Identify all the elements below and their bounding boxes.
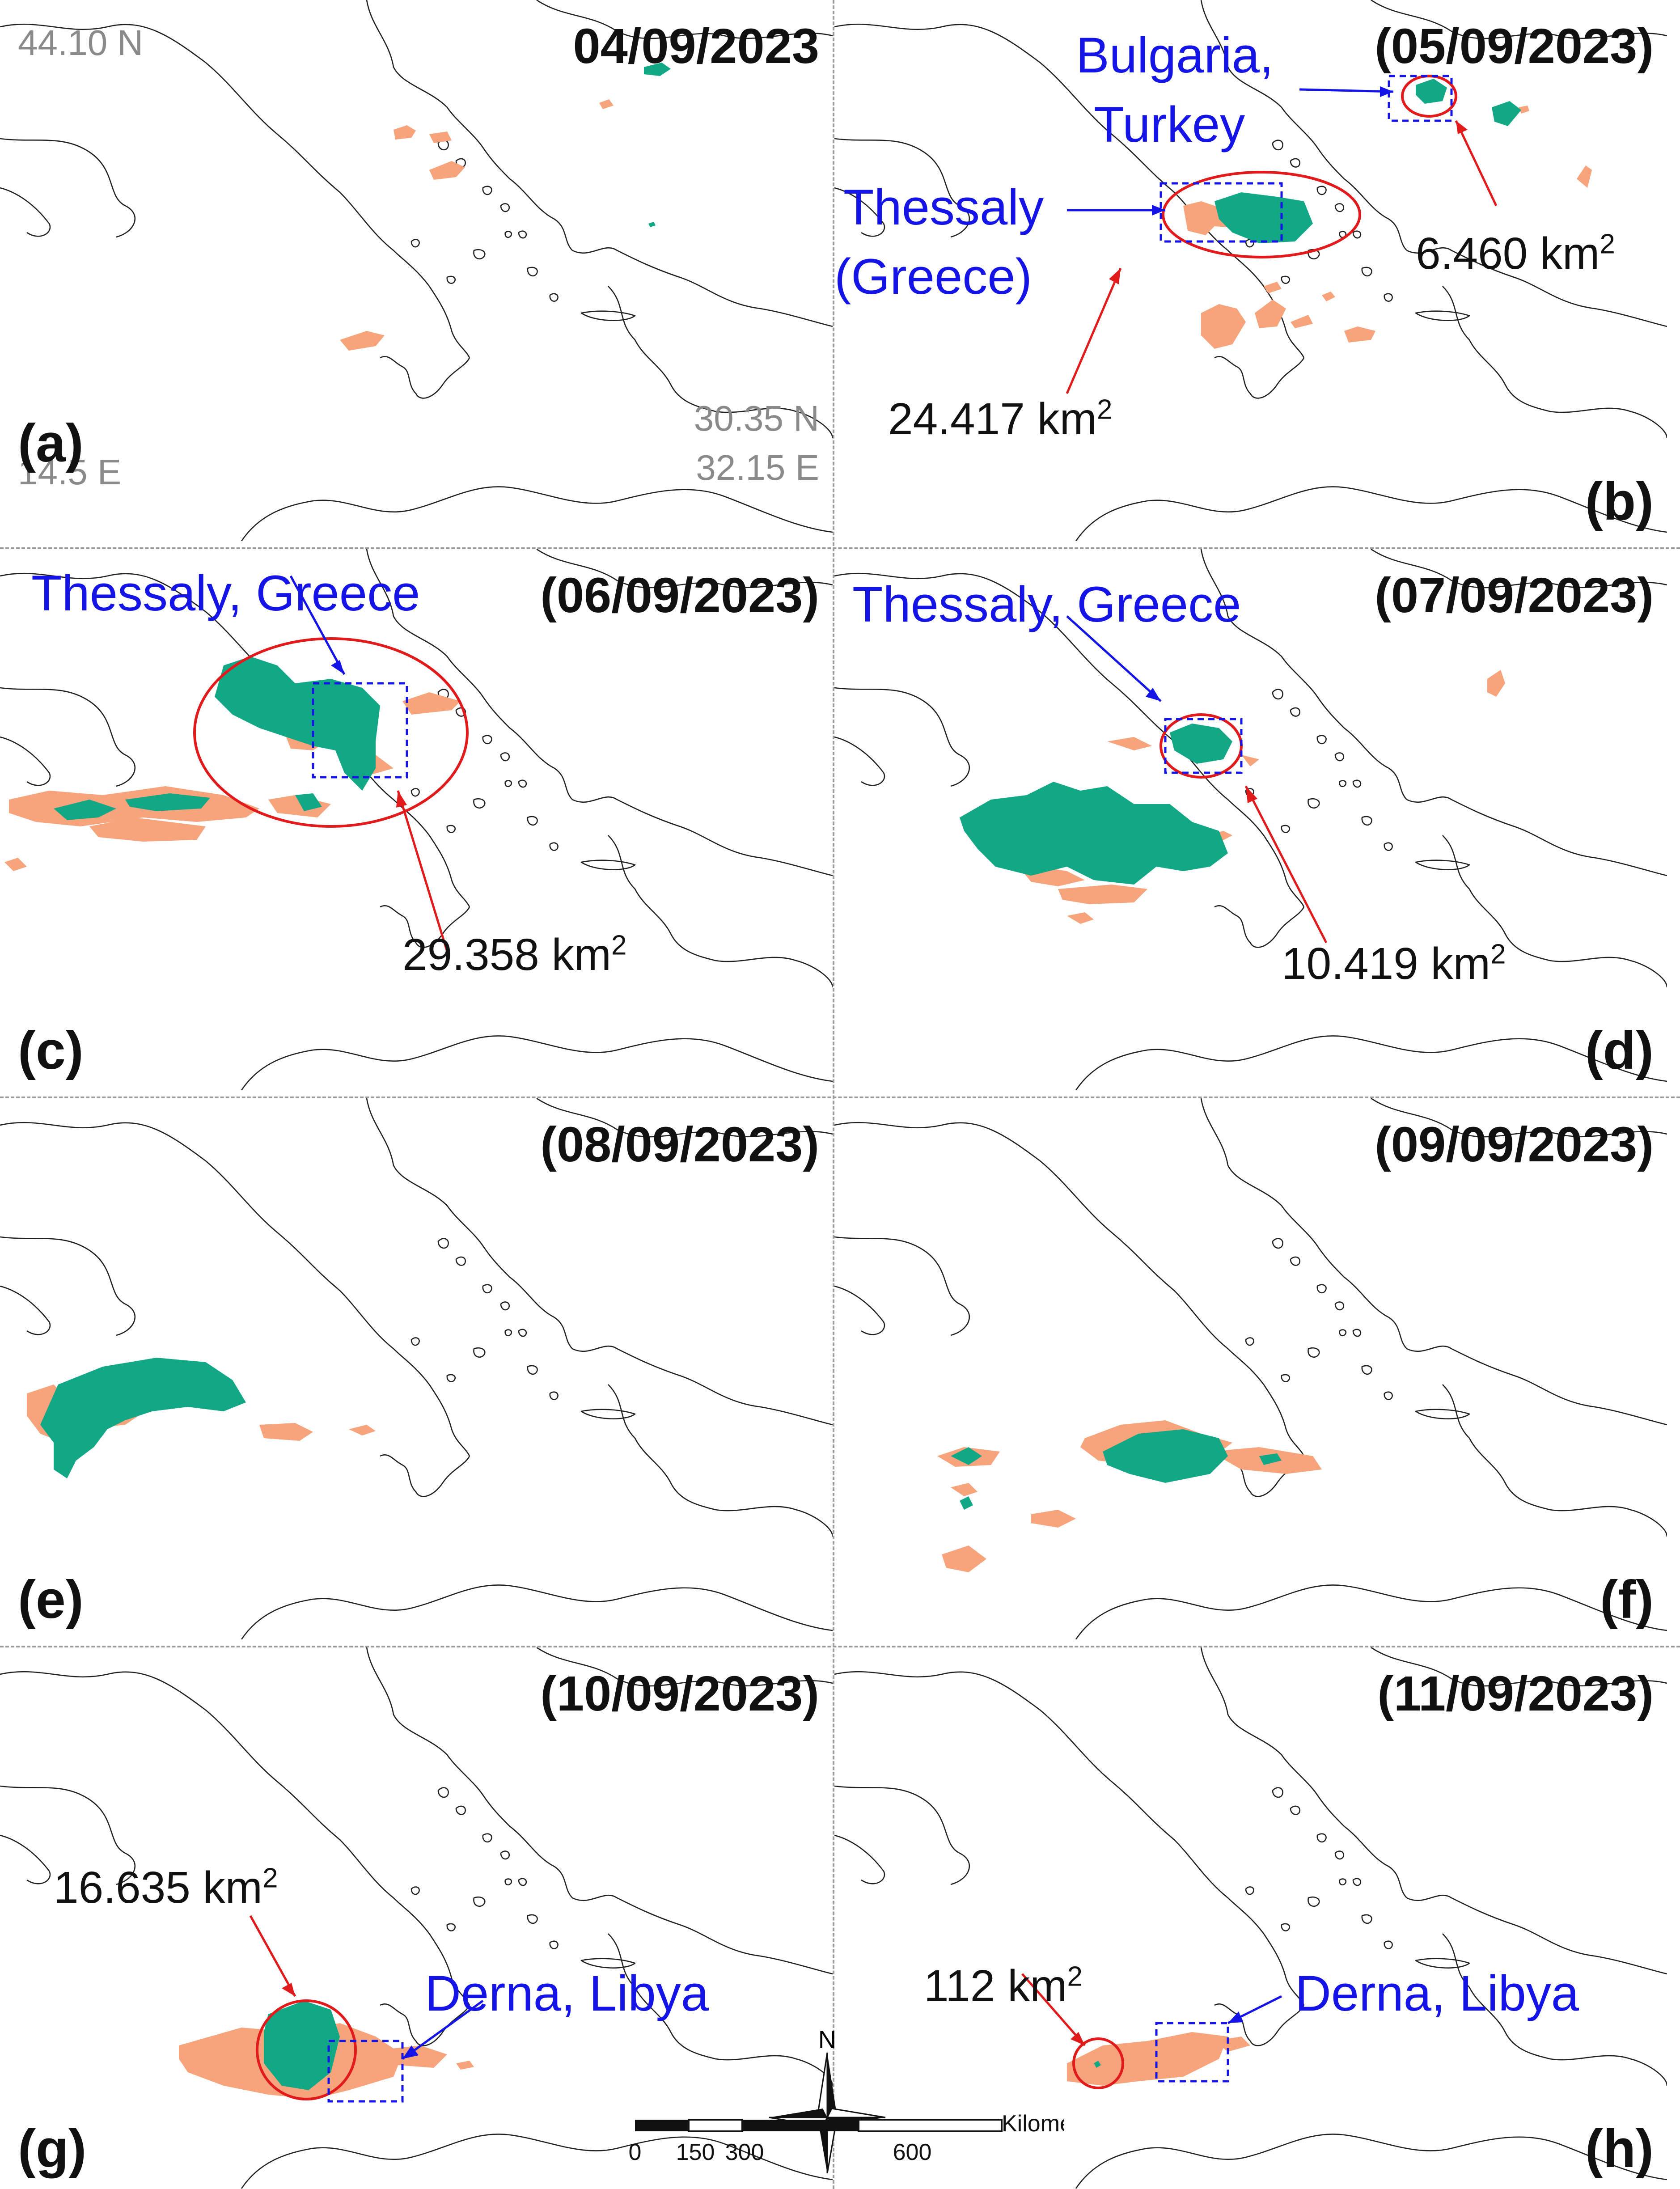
map-a (0, 0, 833, 541)
place-bulgaria: Bulgaria, (1076, 27, 1274, 83)
map-h (834, 1647, 1667, 2189)
place-derna-libya: Derna, Libya (1295, 1965, 1579, 2021)
place-derna-libya: Derna, Libya (425, 1965, 709, 2021)
place-thessaly-greece: Thessaly, Greece (852, 576, 1241, 632)
place-turkey: Turkey (1094, 97, 1245, 152)
panel-date: (11/09/2023) (1377, 1666, 1654, 1721)
scale-tick: 300 (725, 2139, 764, 2165)
map-panel-e: (08/09/2023) (e) (0, 1098, 833, 1639)
area-thessaly: 24.417 km2 (888, 394, 1113, 444)
map-g (0, 1647, 833, 2189)
callouts (193, 575, 469, 952)
panel-label: (c) (18, 1020, 84, 1080)
panel-label: (h) (1585, 2119, 1654, 2179)
flood-areas (644, 63, 671, 227)
callouts (1066, 615, 1328, 944)
flood-areas (1094, 2061, 1101, 2068)
area-derna: 112 km2 (924, 1961, 1083, 2011)
panel-divider-horizontal (0, 547, 1680, 549)
map-panel-b: (05/09/2023) Bulgaria, Turkey Thessaly (… (834, 0, 1667, 541)
map-e (0, 1098, 833, 1639)
place-thessaly-greece: Thessaly, Greece (31, 565, 420, 621)
scale-tick: 150 (676, 2139, 715, 2165)
area-bulgaria-turkey: 6.460 km2 (1416, 229, 1615, 279)
map-f (834, 1098, 1667, 1639)
panel-date: 04/09/2023 (573, 19, 819, 74)
panel-date: (08/09/2023) (540, 1117, 819, 1172)
panel-divider-vertical (833, 0, 834, 2189)
place-greece: (Greece) (834, 249, 1032, 305)
map-panel-g: (10/09/2023) Derna, Libya 16.635 km2 (g) (0, 1647, 833, 2189)
flood-areas (40, 1358, 246, 1478)
map-c (0, 549, 833, 1090)
panel-divider-horizontal (0, 1097, 1680, 1098)
precipitation-areas (340, 99, 614, 351)
panel-date: (06/09/2023) (540, 568, 819, 623)
scale-bar: Kilometers 0 150 300 600 (629, 2111, 1064, 2165)
flood-areas (960, 724, 1232, 885)
map-b (834, 0, 1667, 541)
place-thessaly: Thessaly (843, 179, 1044, 235)
panel-label: (a) (18, 413, 84, 473)
flood-areas (54, 656, 380, 820)
flood-areas (951, 1429, 1282, 1510)
left-longitude: 14.5 E (18, 452, 122, 492)
bottom-latitude: 30.35 N (694, 398, 819, 438)
panel-divider-horizontal (0, 1646, 1680, 1647)
area-thessaly: 29.358 km2 (402, 930, 627, 980)
map-panel-h: (11/09/2023) Derna, Libya 112 km2 (h) (834, 1647, 1667, 2189)
callouts (1066, 75, 1498, 394)
map-d (834, 549, 1667, 1090)
top-latitude: 44.10 N (18, 23, 144, 63)
panel-label: (d) (1585, 1020, 1654, 1080)
area-thessaly: 10.419 km2 (1282, 939, 1506, 989)
precipitation-areas (1067, 2032, 1250, 2086)
north-label: N (818, 2026, 836, 2054)
panel-label: (b) (1585, 471, 1654, 531)
map-panel-c: (06/09/2023) Thessaly, Greece 29.358 km2… (0, 549, 833, 1090)
panel-date: (10/09/2023) (540, 1666, 819, 1721)
precipitation-areas (4, 692, 461, 871)
area-derna: 16.635 km2 (54, 1863, 278, 1913)
callouts (249, 1915, 484, 2103)
flood-areas (1215, 79, 1521, 243)
right-longitude: 32.15 E (696, 448, 819, 487)
callouts (1021, 1973, 1282, 2089)
panel-date: (05/09/2023) (1375, 19, 1654, 74)
map-panel-a: 04/09/2023 44.10 N 30.35 N 14.5 E 32.15 … (0, 0, 833, 541)
panel-label: (e) (18, 1570, 84, 1630)
panel-date: (09/09/2023) (1375, 1117, 1654, 1172)
scale-tick: 600 (893, 2139, 932, 2165)
flood-areas (264, 2001, 340, 2090)
panel-date: (07/09/2023) (1375, 568, 1654, 623)
scale-tick: 0 (629, 2139, 642, 2165)
map-panel-f: (09/09/2023) (f) (834, 1098, 1667, 1639)
panel-label: (f) (1600, 1570, 1654, 1630)
panel-label: (g) (18, 2119, 87, 2179)
scale-unit: Kilometers (1002, 2111, 1064, 2137)
map-panel-d: (07/09/2023) Thessaly, Greece 10.419 km2… (834, 549, 1667, 1090)
